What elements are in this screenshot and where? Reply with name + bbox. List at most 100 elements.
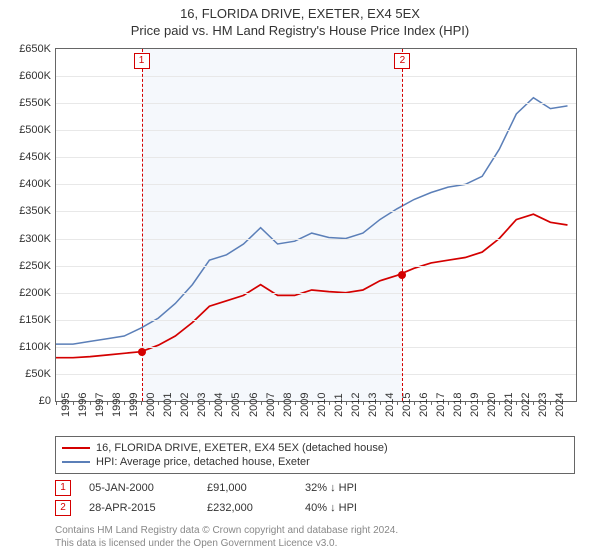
x-axis-label: 2007 [265, 393, 277, 417]
x-axis-label: 2016 [418, 393, 430, 417]
y-axis-label: £50K [6, 368, 51, 380]
footer-copyright: Contains HM Land Registry data © Crown c… [55, 524, 398, 550]
x-axis-label: 2019 [469, 393, 481, 417]
x-axis-label: 1997 [94, 393, 106, 417]
x-axis-label: 2021 [503, 393, 515, 417]
x-axis-label: 2004 [213, 393, 225, 417]
gridline [56, 157, 576, 158]
x-axis-label: 2018 [452, 393, 464, 417]
x-tick [278, 401, 279, 405]
gridline [56, 320, 576, 321]
gridline [56, 211, 576, 212]
chart-title: 16, FLORIDA DRIVE, EXETER, EX4 5EX Price… [0, 0, 600, 40]
x-tick [312, 401, 313, 405]
x-axis-label: 2002 [179, 393, 191, 417]
y-axis-label: £550K [6, 97, 51, 109]
line-series-svg [56, 49, 576, 401]
x-tick [244, 401, 245, 405]
x-tick [465, 401, 466, 405]
y-axis-label: £300K [6, 233, 51, 245]
x-axis-label: 2009 [299, 393, 311, 417]
gridline [56, 293, 576, 294]
y-axis-label: £450K [6, 151, 51, 163]
gridline [56, 347, 576, 348]
legend-row: 16, FLORIDA DRIVE, EXETER, EX4 5EX (deta… [62, 441, 568, 455]
y-axis-label: £350K [6, 205, 51, 217]
y-axis-label: £200K [6, 287, 51, 299]
legend: 16, FLORIDA DRIVE, EXETER, EX4 5EX (deta… [55, 436, 575, 474]
transaction-price: £232,000 [207, 502, 287, 514]
x-tick [516, 401, 517, 405]
x-axis-label: 2024 [554, 393, 566, 417]
table-row: 2 28-APR-2015 £232,000 40% ↓ HPI [55, 498, 415, 518]
y-axis-label: £150K [6, 314, 51, 326]
gridline [56, 239, 576, 240]
transaction-marker-icon: 2 [55, 500, 71, 516]
footer-line-2: This data is licensed under the Open Gov… [55, 537, 398, 550]
gridline [56, 374, 576, 375]
transaction-price: £91,000 [207, 482, 287, 494]
x-axis-label: 2020 [486, 393, 498, 417]
x-axis-label: 2014 [384, 393, 396, 417]
x-tick [158, 401, 159, 405]
x-tick [448, 401, 449, 405]
x-tick [431, 401, 432, 405]
y-axis-label: £650K [6, 43, 51, 55]
legend-swatch-icon [62, 461, 90, 463]
x-tick [90, 401, 91, 405]
x-axis-label: 2008 [282, 393, 294, 417]
x-tick [73, 401, 74, 405]
transaction-marker-icon: 1 [55, 480, 71, 496]
x-tick [124, 401, 125, 405]
x-tick [329, 401, 330, 405]
y-axis-label: £600K [6, 70, 51, 82]
gridline [56, 103, 576, 104]
x-axis-label: 2003 [196, 393, 208, 417]
title-line-2: Price paid vs. HM Land Registry's House … [0, 23, 600, 40]
x-tick [346, 401, 347, 405]
x-axis-label: 1996 [77, 393, 89, 417]
legend-swatch-icon [62, 447, 90, 449]
legend-row: HPI: Average price, detached house, Exet… [62, 455, 568, 469]
x-axis-label: 2006 [248, 393, 260, 417]
marker-dot-icon [398, 271, 406, 279]
x-axis-label: 2012 [350, 393, 362, 417]
x-tick [141, 401, 142, 405]
title-line-1: 16, FLORIDA DRIVE, EXETER, EX4 5EX [0, 6, 600, 23]
x-tick [414, 401, 415, 405]
transaction-table: 1 05-JAN-2000 £91,000 32% ↓ HPI 2 28-APR… [55, 478, 415, 518]
line-series [56, 98, 568, 344]
marker-badge: 2 [394, 53, 410, 69]
legend-label: 16, FLORIDA DRIVE, EXETER, EX4 5EX (deta… [96, 442, 388, 454]
marker-badge: 1 [134, 53, 150, 69]
y-axis-label: £400K [6, 178, 51, 190]
transaction-date: 28-APR-2015 [89, 502, 189, 514]
legend-label: HPI: Average price, detached house, Exet… [96, 456, 310, 468]
y-axis-label: £500K [6, 124, 51, 136]
x-axis-label: 2022 [520, 393, 532, 417]
x-tick [56, 401, 57, 405]
line-series [56, 214, 568, 358]
x-tick [261, 401, 262, 405]
x-tick [380, 401, 381, 405]
x-axis-label: 2017 [435, 393, 447, 417]
x-tick [397, 401, 398, 405]
x-axis-label: 1999 [128, 393, 140, 417]
gridline [56, 76, 576, 77]
x-axis-label: 2011 [333, 393, 345, 417]
gridline [56, 184, 576, 185]
gridline [56, 130, 576, 131]
transaction-diff: 32% ↓ HPI [305, 482, 415, 494]
x-axis-label: 1995 [60, 393, 72, 417]
y-axis-label: £0 [6, 395, 51, 407]
marker-line [402, 49, 403, 401]
x-tick [499, 401, 500, 405]
x-axis-label: 2013 [367, 393, 379, 417]
x-axis-label: 2001 [162, 393, 174, 417]
y-axis-label: £100K [6, 341, 51, 353]
plot-area: £0£50K£100K£150K£200K£250K£300K£350K£400… [55, 48, 577, 402]
y-axis-label: £250K [6, 260, 51, 272]
marker-dot-icon [138, 348, 146, 356]
gridline [56, 266, 576, 267]
x-tick [192, 401, 193, 405]
